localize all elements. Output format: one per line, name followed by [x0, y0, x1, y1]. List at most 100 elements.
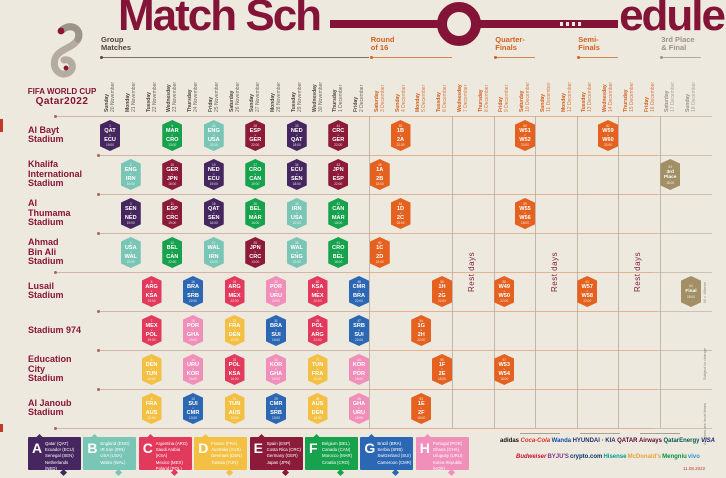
- match-number: 51: [398, 201, 403, 206]
- versus: v: [296, 132, 298, 137]
- date-column-18: Wednesday 7 December: [457, 60, 469, 112]
- away-team: USA: [290, 215, 303, 222]
- away-team: SUI: [354, 332, 364, 339]
- group-letter: B: [87, 440, 98, 456]
- sponsor-logo-wanda: Wanda: [551, 438, 572, 444]
- versus: v: [192, 366, 194, 371]
- match-badge: 53 1E v 2F 18:00: [411, 393, 432, 424]
- date-column-21: Saturday 10 December: [519, 60, 531, 112]
- away-team: GER: [332, 137, 345, 144]
- kickoff-time: 16:00: [251, 221, 260, 226]
- away-team: AUS: [145, 410, 158, 417]
- sponsor-logo-crypto-com: crypto.com: [570, 454, 603, 460]
- match-number: 29: [274, 396, 278, 401]
- match-badge: 22 POL v KSA 16:00: [224, 354, 245, 385]
- versus: v: [150, 366, 153, 371]
- match-number: 52: [398, 123, 403, 128]
- stadium-label-4: Lusail Stadium: [28, 280, 64, 301]
- kickoff-time: 19:00: [126, 221, 135, 226]
- date-day: Thursday: [622, 89, 629, 112]
- date-value: 15 December: [628, 81, 635, 112]
- sponsor-logo-budweiser: Budweiser: [516, 454, 547, 460]
- date-day: Thursday: [477, 89, 484, 112]
- match-number: 35: [294, 201, 299, 206]
- row-line: [100, 310, 712, 312]
- versus: v: [296, 210, 298, 215]
- row-line: [57, 115, 712, 117]
- group-chip-tab: [336, 468, 345, 476]
- kickoff-time: 22:00: [292, 260, 301, 265]
- kickoff-time: 18:00: [292, 143, 301, 148]
- match-number: 56: [440, 279, 444, 284]
- sponsor-logo-visa: VISA: [700, 438, 715, 444]
- date-column-28: Saturday 17 December: [664, 60, 676, 112]
- match-badge: 63 3rd Place 18:00: [660, 159, 681, 190]
- match-badge: 19 NED v ECU 19:00: [203, 159, 224, 190]
- group-teams: Brazil (BRA) Serbia (SRB) Switzerland (S…: [377, 441, 412, 465]
- group-chip-G: G Brazil (BRA) Serbia (SRB) Switzerland (…: [360, 433, 414, 476]
- match-number: 16: [191, 279, 195, 284]
- kickoff-time: 16:00: [126, 182, 135, 187]
- home-team: ENG: [124, 166, 137, 173]
- home-team: 1E: [417, 400, 425, 407]
- date-value: 3 December: [379, 84, 386, 112]
- sponsor-logo-vivo: vivo: [687, 454, 700, 460]
- date-value: 8 December: [483, 84, 490, 112]
- section-header-line: [495, 57, 535, 58]
- match-number: 62: [606, 123, 610, 128]
- home-team: KOR: [269, 361, 283, 368]
- home-team: W49: [498, 283, 510, 290]
- kickoff-time: 22:00: [521, 143, 529, 148]
- away-team: JPN: [166, 176, 178, 183]
- row-line-dot: [97, 387, 100, 391]
- kickoff-time: 16:00: [189, 377, 197, 382]
- stadium-label-1: Khalifa International Stadium: [28, 158, 83, 189]
- kickoff-time: 16:00: [272, 377, 280, 382]
- match-number: 18: [211, 201, 216, 206]
- away-team: DEN: [311, 410, 324, 417]
- away-team: DEN: [228, 332, 241, 339]
- kickoff-time: 22:00: [417, 338, 426, 343]
- row-line-dot: [97, 192, 100, 196]
- date-day: Monday: [124, 93, 131, 112]
- match-badge: 18 QAT v SEN 16:00: [203, 198, 224, 229]
- home-team: 1A: [376, 166, 384, 173]
- match-number: 30: [274, 357, 278, 362]
- group-chip-tab: [281, 468, 289, 476]
- versus: v: [399, 132, 402, 137]
- match-number: 26: [253, 201, 258, 206]
- date-value: 14 December: [608, 81, 614, 112]
- versus: v: [213, 249, 215, 254]
- match-badge: 5 ARG v KSA 13:00: [141, 276, 162, 307]
- match-number: 7: [150, 318, 153, 323]
- kickoff-time: 22:00: [230, 299, 239, 304]
- versus: v: [607, 132, 609, 137]
- section-header-dot: [369, 55, 373, 59]
- away-team: 2H: [417, 332, 425, 339]
- date-value: 24 November: [193, 81, 199, 112]
- date-column-2: Monday 21 November: [125, 60, 137, 112]
- kickoff-time: 22:00: [147, 416, 156, 421]
- match-badge: 39 POL v ARG 22:00: [307, 315, 328, 346]
- section-header-dot: [577, 55, 581, 59]
- group-teams: France (FRA) Australia (AUS) Denmark (DE…: [211, 441, 242, 465]
- match-number: 38: [315, 396, 320, 401]
- home-team: KSA: [311, 283, 324, 290]
- home-team: 1D: [396, 205, 405, 212]
- versus: v: [233, 405, 236, 410]
- home-team: TUN: [228, 400, 241, 407]
- date-column-20: Friday 9 December: [498, 60, 510, 112]
- away-team: BEL: [332, 254, 344, 261]
- match-badge: 16 BRA v SRB 22:00: [183, 276, 203, 307]
- row-line-dot: [54, 426, 57, 430]
- away-team: 2F: [417, 410, 425, 417]
- kickoff-time: 22:00: [375, 260, 384, 265]
- away-team: 2B: [376, 176, 384, 183]
- home-team: WAL: [207, 244, 220, 251]
- date-column-23: Monday 12 December: [561, 60, 573, 112]
- kickoff-time: 19:00: [147, 338, 156, 343]
- home-team: 1G: [417, 322, 425, 329]
- home-team: BEL: [249, 205, 261, 212]
- away-team: 2G: [438, 293, 446, 300]
- kickoff-time: 22:00: [355, 338, 363, 343]
